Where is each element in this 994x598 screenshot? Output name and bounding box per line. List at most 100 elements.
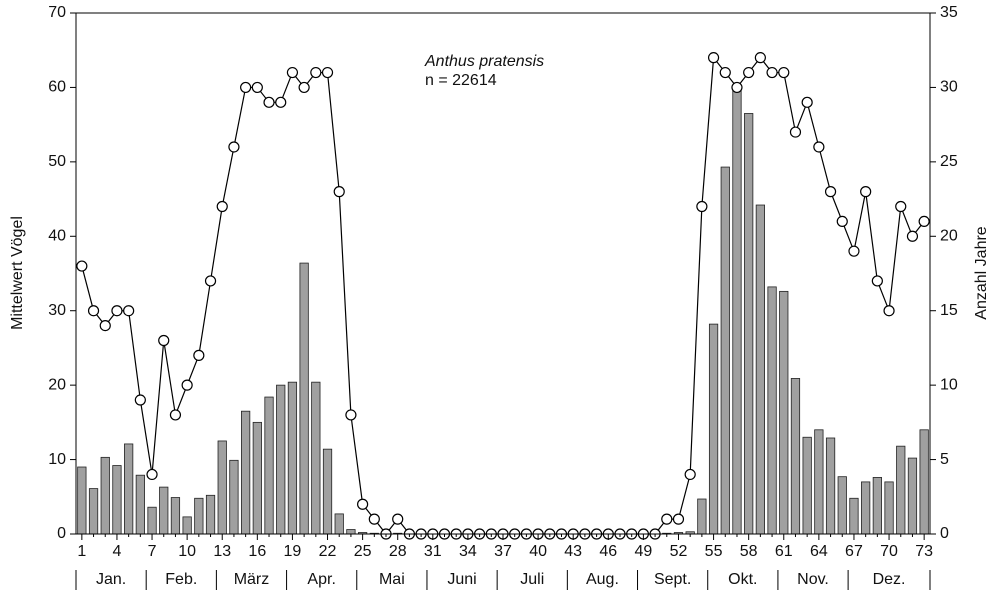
point bbox=[76, 260, 88, 272]
y2-tick-label: 20 bbox=[940, 228, 958, 245]
bar bbox=[100, 456, 110, 535]
month-label: Dez. bbox=[873, 571, 906, 588]
bar bbox=[217, 440, 227, 535]
point bbox=[275, 96, 287, 108]
bar bbox=[147, 506, 157, 535]
point bbox=[813, 141, 825, 153]
x-tick-label: 37 bbox=[494, 543, 512, 560]
point bbox=[146, 468, 158, 481]
plot-frame bbox=[75, 12, 931, 535]
x-tick-label: 28 bbox=[389, 543, 407, 560]
point bbox=[111, 305, 123, 317]
bar bbox=[814, 429, 824, 535]
y-tick-label: 70 bbox=[48, 4, 66, 21]
y-tick-label: 40 bbox=[48, 228, 66, 245]
bar bbox=[872, 477, 882, 535]
point bbox=[181, 379, 193, 391]
point bbox=[707, 52, 720, 64]
x-tick-label: 61 bbox=[775, 543, 793, 560]
point bbox=[193, 349, 205, 361]
month-label: Apr. bbox=[307, 571, 335, 588]
y2-tick-label: 35 bbox=[940, 4, 958, 21]
point bbox=[684, 468, 696, 481]
point bbox=[661, 513, 673, 525]
point bbox=[836, 215, 848, 227]
point bbox=[87, 305, 100, 317]
point bbox=[778, 66, 790, 79]
x-tick-label: 1 bbox=[77, 543, 86, 560]
point bbox=[310, 66, 322, 79]
bar bbox=[907, 457, 918, 535]
point bbox=[216, 200, 228, 213]
bar bbox=[884, 481, 894, 535]
point bbox=[824, 186, 837, 198]
point bbox=[251, 81, 263, 94]
bar bbox=[767, 286, 777, 535]
point bbox=[240, 81, 252, 94]
point bbox=[871, 275, 883, 287]
month-label: Aug. bbox=[586, 571, 619, 588]
point bbox=[895, 200, 907, 213]
month-label: Nov. bbox=[797, 571, 829, 588]
x-tick-label: 25 bbox=[354, 543, 372, 560]
x-tick-label: 58 bbox=[740, 543, 758, 560]
y2-tick-label: 5 bbox=[940, 451, 949, 468]
bar bbox=[135, 474, 145, 535]
x-tick-label: 19 bbox=[284, 543, 302, 560]
x-tick-label: 49 bbox=[634, 543, 652, 560]
bar bbox=[697, 498, 707, 535]
x-tick-label: 16 bbox=[248, 543, 266, 560]
y-axis-label: Mittelwert Vögel bbox=[9, 216, 26, 330]
point bbox=[298, 81, 310, 94]
bar bbox=[346, 529, 356, 535]
point bbox=[766, 66, 778, 79]
point bbox=[228, 141, 240, 153]
bar bbox=[311, 381, 321, 535]
annotation-n: n = 22614 bbox=[425, 72, 497, 89]
bar bbox=[124, 443, 134, 535]
month-label: Mai bbox=[379, 571, 405, 588]
month-label: Feb. bbox=[165, 571, 197, 588]
bar bbox=[779, 290, 789, 535]
point bbox=[906, 230, 919, 242]
x-tick-label: 55 bbox=[705, 543, 723, 560]
point bbox=[123, 305, 135, 317]
bar bbox=[241, 410, 251, 535]
x-tick-label: 40 bbox=[529, 543, 547, 560]
point bbox=[801, 96, 813, 108]
point bbox=[731, 81, 743, 94]
bar bbox=[720, 166, 730, 535]
y2-tick-label: 15 bbox=[940, 302, 958, 319]
point bbox=[754, 52, 766, 64]
point bbox=[883, 305, 895, 317]
point bbox=[333, 186, 345, 198]
point bbox=[204, 275, 217, 287]
point bbox=[158, 334, 170, 347]
x-tick-label: 52 bbox=[670, 543, 688, 560]
y2-tick-label: 30 bbox=[940, 79, 958, 96]
x-tick-label: 46 bbox=[599, 543, 617, 560]
month-label: Juni bbox=[447, 571, 476, 588]
point bbox=[696, 200, 708, 213]
bar bbox=[849, 497, 859, 535]
bar bbox=[837, 476, 847, 535]
y-tick-label: 20 bbox=[48, 376, 66, 393]
bar bbox=[264, 396, 274, 535]
bar bbox=[896, 445, 906, 535]
point bbox=[672, 513, 685, 525]
point bbox=[345, 409, 357, 421]
bar bbox=[334, 513, 344, 535]
point bbox=[719, 66, 731, 79]
x-tick-label: 64 bbox=[810, 543, 828, 560]
bar bbox=[182, 516, 192, 535]
y2-tick-label: 10 bbox=[940, 376, 958, 393]
bar bbox=[919, 429, 929, 535]
bar bbox=[159, 486, 169, 535]
point bbox=[134, 394, 146, 406]
x-tick-label: 34 bbox=[459, 543, 477, 560]
bar bbox=[276, 384, 286, 535]
y2-tick-label: 0 bbox=[940, 525, 949, 542]
bar bbox=[755, 204, 765, 535]
bar bbox=[861, 481, 871, 535]
